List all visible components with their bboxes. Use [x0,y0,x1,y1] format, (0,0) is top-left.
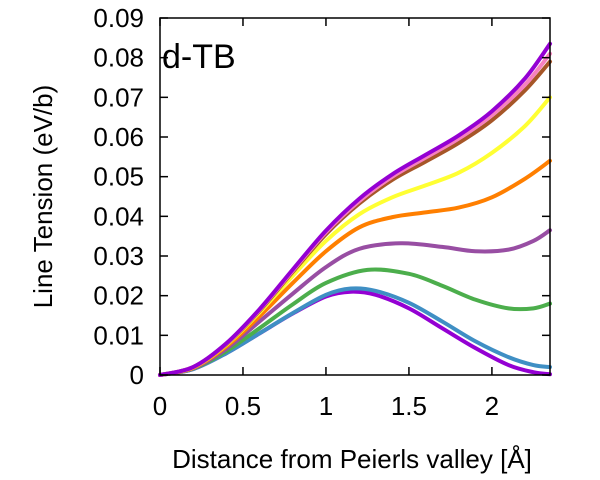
x-tick-label: 2 [485,391,499,421]
y-axis-title: Line Tension (eV/b) [28,85,58,309]
y-tick-label: 0.08 [93,43,144,73]
series-line-6 [158,95,552,377]
y-tick-label: 0 [130,360,144,390]
panel-label: d-TB [162,38,236,76]
y-tick-label: 0.03 [93,241,144,271]
y-tick-label: 0.01 [93,320,144,350]
x-tick-label: 1 [319,391,333,421]
y-tick-label: 0.05 [93,162,144,192]
y-tick-label: 0.06 [93,122,144,152]
series-line-9 [158,41,552,377]
plot-frame [159,17,551,376]
x-tick-label: 1.5 [391,391,427,421]
x-tick-label: 0 [153,391,167,421]
y-tick-label: 0.07 [93,82,144,112]
axis-ticks: 0 0.5 1 1.5 2 0 0.01 0.02 0.03 0.04 0.05 0.06 0.07 0.… [93,3,550,421]
series-line-2 [158,286,552,377]
y-tick-label: 0.09 [93,3,144,33]
y-tick-label: 0.04 [93,201,144,231]
series-line-5 [158,158,552,377]
x-axis-title: Distance from Peierls valley [Å] [172,444,532,474]
y-tick-label: 0.02 [93,281,144,311]
x-tick-label: 0.5 [225,391,261,421]
series-line-8 [158,51,552,377]
series-lines [158,41,552,377]
